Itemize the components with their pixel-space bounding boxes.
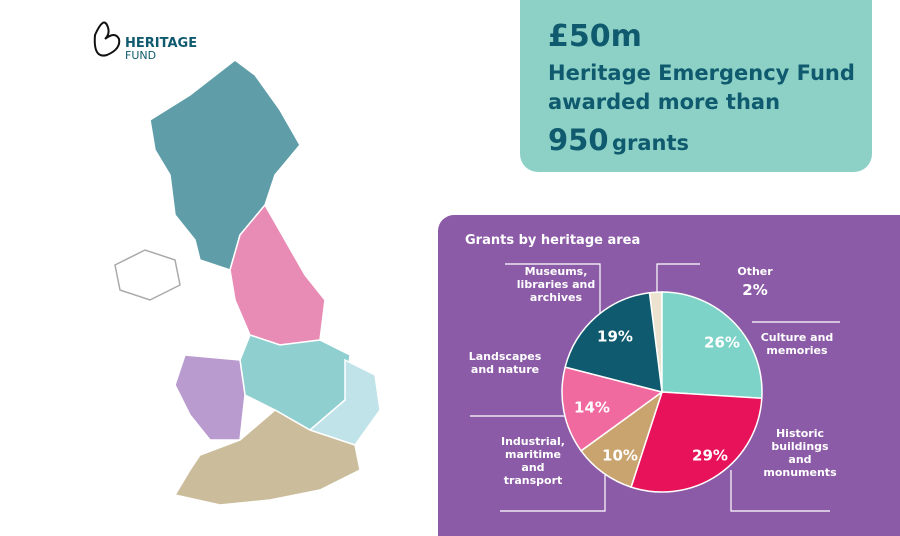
slice-label: 29% bbox=[692, 447, 728, 465]
slice-label: 14% bbox=[574, 399, 610, 417]
slice-label: 26% bbox=[704, 334, 740, 352]
headline-count: 950 bbox=[548, 123, 609, 157]
logo-icon bbox=[93, 21, 121, 57]
slice-label: 2% bbox=[742, 281, 768, 299]
chart-title: Grants by heritage area bbox=[465, 233, 640, 248]
category-label: Landscapes and nature bbox=[468, 350, 542, 376]
pie-slice bbox=[630, 391, 763, 493]
headline-text: awarded more than bbox=[548, 90, 780, 114]
uk-map bbox=[114, 59, 381, 506]
category-label: Other bbox=[737, 265, 773, 278]
category-label: Museums, libraries and archives bbox=[516, 265, 596, 304]
slice-label: 10% bbox=[602, 447, 638, 465]
pie-slice bbox=[564, 291, 663, 394]
category-label: Historic buildings and monuments bbox=[763, 427, 837, 479]
headline-unit: grants bbox=[612, 131, 689, 155]
headline-box bbox=[520, 0, 872, 172]
headline-text: Heritage Emergency Fund bbox=[548, 61, 855, 85]
logo-text: HERITAGE bbox=[125, 36, 197, 51]
logo-text: FUND bbox=[125, 49, 156, 62]
slice-label: 19% bbox=[597, 328, 633, 346]
category-label: Industrial, maritime and transport bbox=[500, 435, 565, 487]
leader-lines bbox=[470, 263, 840, 512]
pie-slice bbox=[661, 291, 763, 400]
pie-slice bbox=[561, 366, 664, 452]
headline-amount: £50m bbox=[548, 19, 642, 54]
category-label: Culture and memories bbox=[760, 331, 834, 357]
